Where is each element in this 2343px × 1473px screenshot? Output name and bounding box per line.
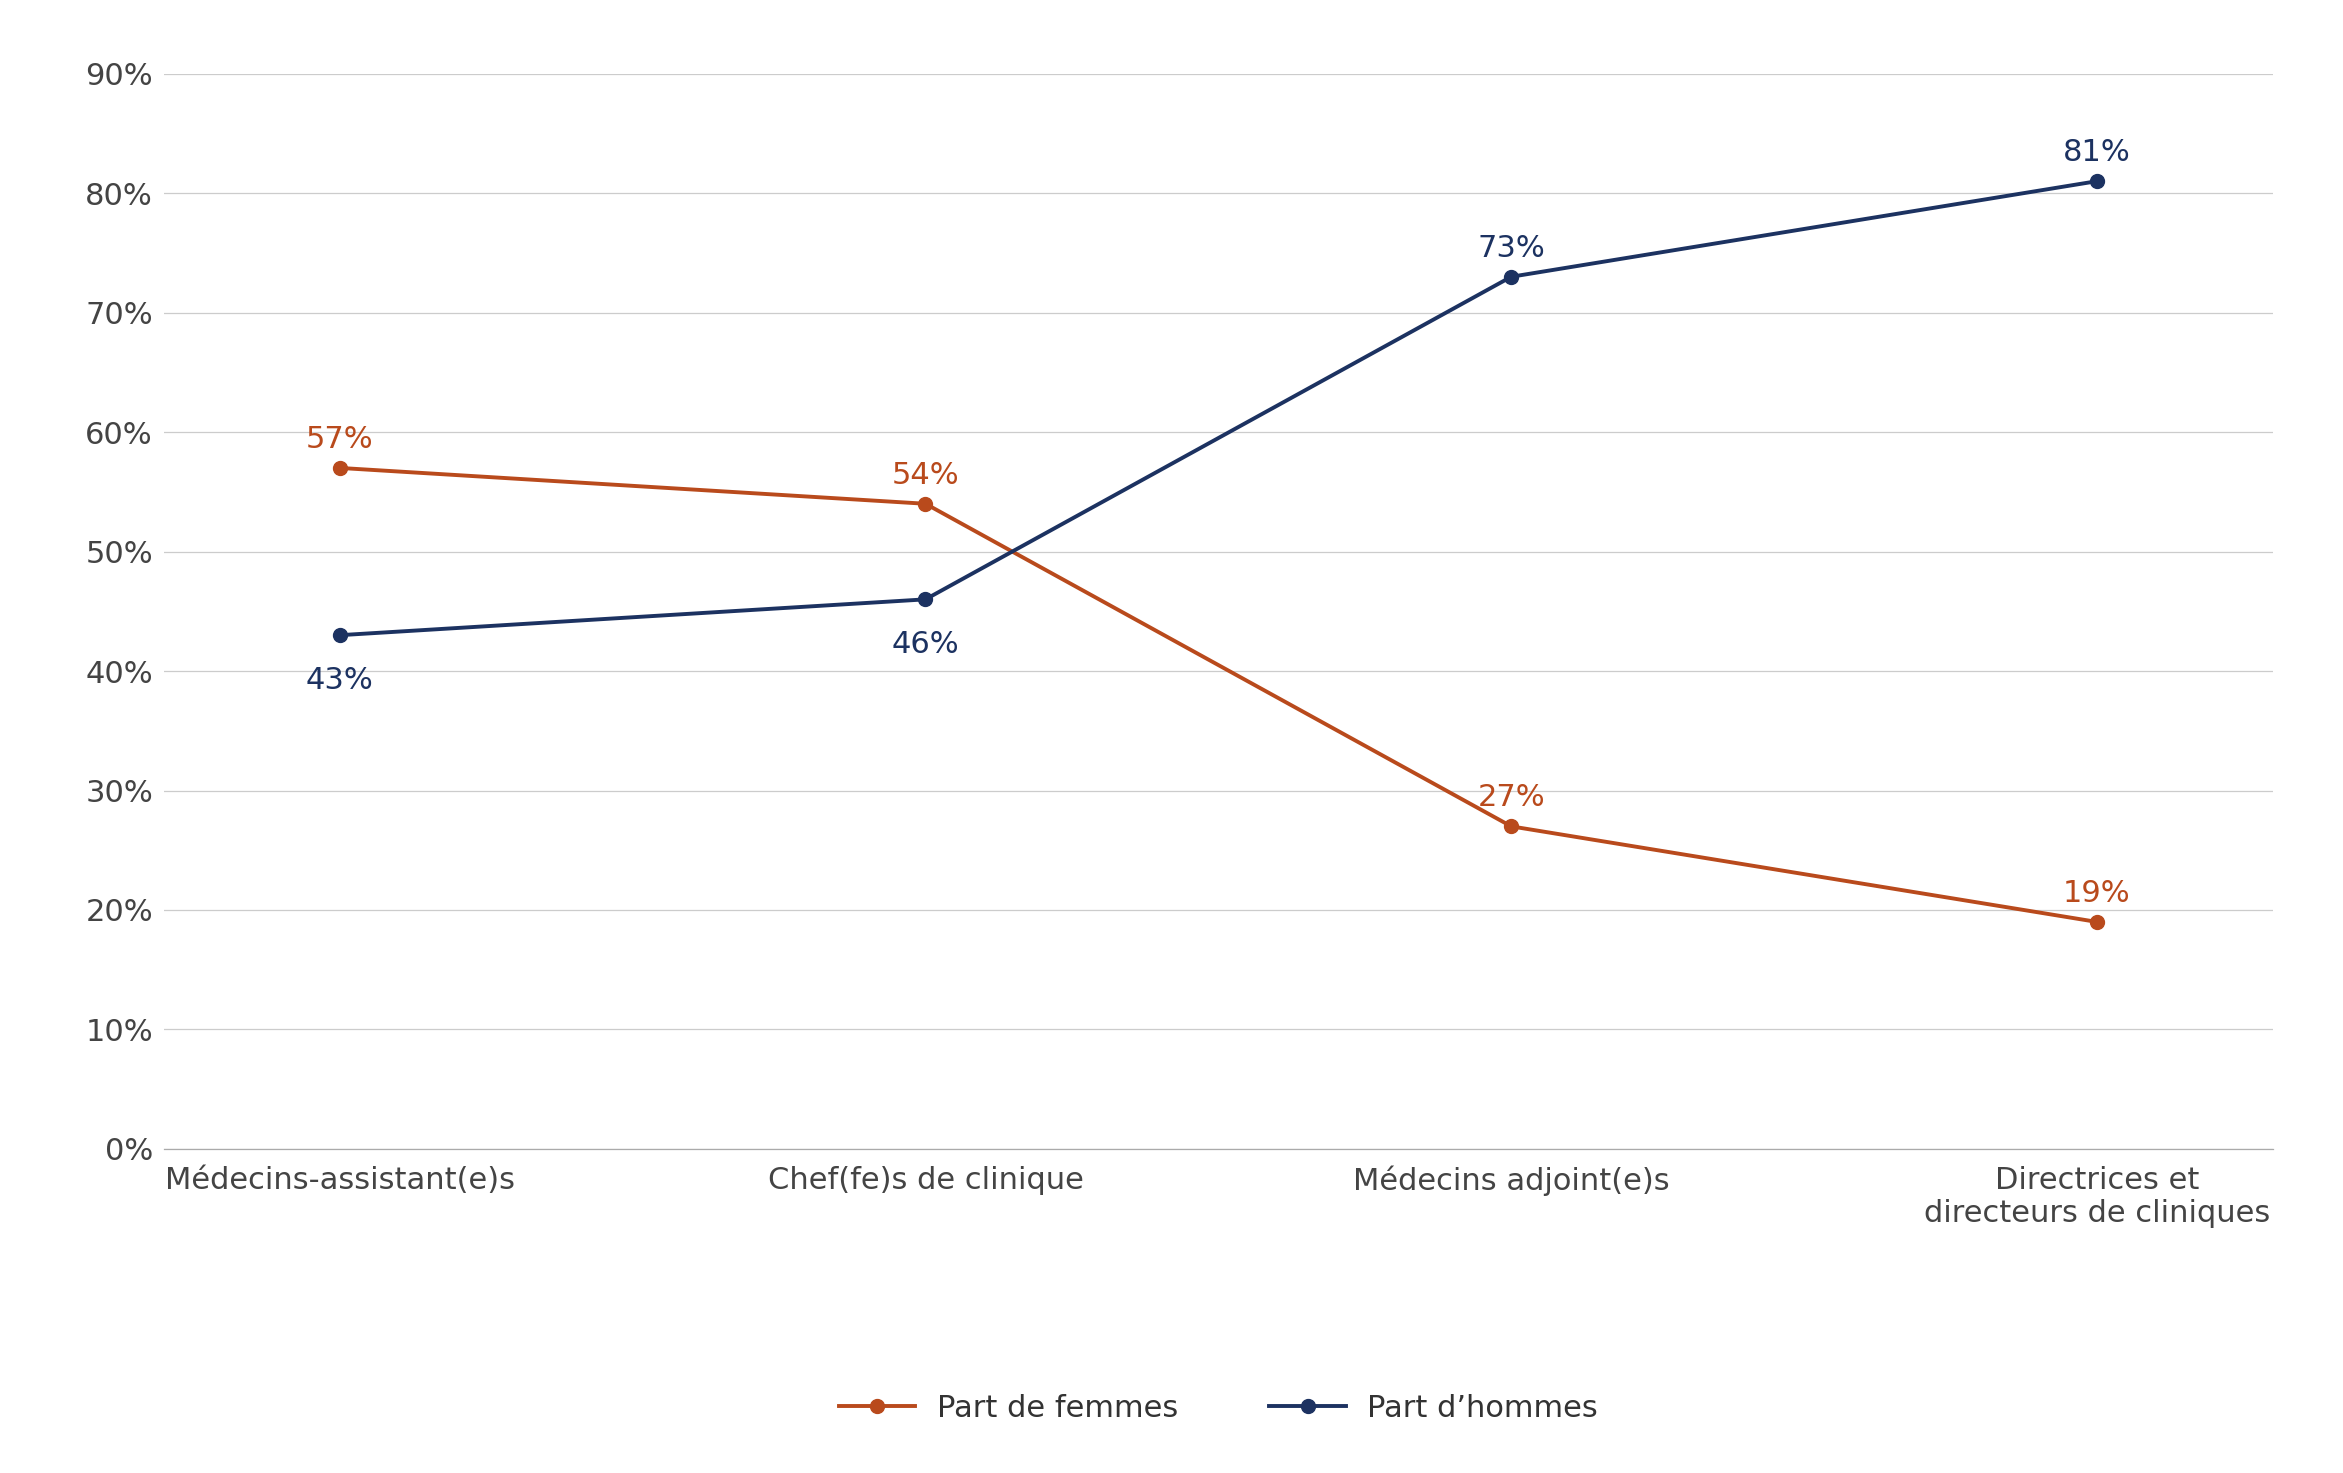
Text: 57%: 57% <box>307 426 373 454</box>
Text: 46%: 46% <box>893 630 958 658</box>
Text: 27%: 27% <box>1478 784 1544 813</box>
Text: 81%: 81% <box>2064 138 2130 168</box>
Legend: Part de femmes, Part d’hommes: Part de femmes, Part d’hommes <box>827 1382 1610 1435</box>
Text: 73%: 73% <box>1478 234 1544 262</box>
Text: 54%: 54% <box>893 461 958 491</box>
Text: 43%: 43% <box>307 666 373 695</box>
Text: 19%: 19% <box>2064 879 2130 907</box>
